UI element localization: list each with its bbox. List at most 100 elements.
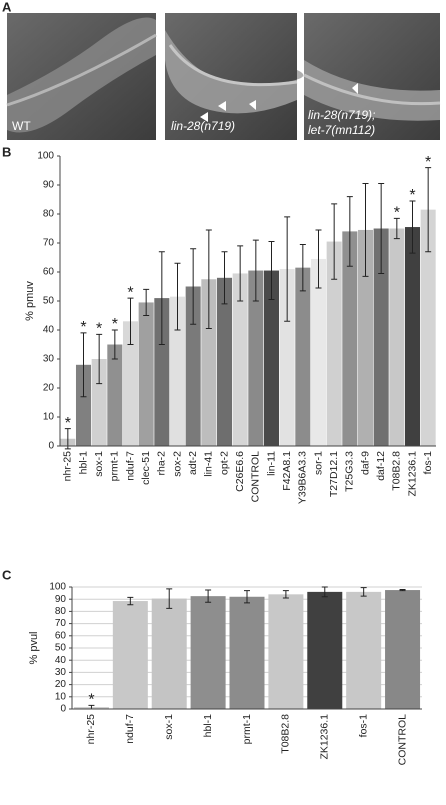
bar (346, 591, 382, 709)
y-axis-label: % pvul (28, 631, 40, 664)
x-tick-label: sox-1 (93, 451, 105, 477)
error-bar (166, 588, 173, 609)
error-bar (360, 587, 367, 597)
bar (107, 344, 123, 446)
bar (357, 229, 374, 446)
significance-marker: * (112, 316, 118, 333)
error-bar (244, 590, 250, 604)
y-tick-label: 70 (43, 238, 55, 249)
x-tick-label: T27D12.1 (328, 451, 340, 497)
micrograph: lin-28(n719) (165, 13, 304, 140)
bar (389, 228, 405, 446)
x-tick-label: nhr-25 (85, 714, 97, 745)
y-tick-label: 20 (43, 383, 55, 394)
significance-marker: * (394, 205, 400, 222)
bar (248, 270, 264, 446)
x-tick-label: nduf-7 (124, 714, 136, 744)
x-tick-label: prmt-1 (241, 714, 253, 744)
x-tick-label: lin-41 (203, 451, 215, 477)
x-tick-label: adt-2 (187, 451, 199, 475)
y-tick-label: 90 (43, 180, 55, 191)
y-tick-label: 50 (43, 296, 55, 307)
bar (112, 601, 148, 709)
x-tick-label: CONTROL (250, 451, 262, 502)
y-tick-label: 10 (43, 412, 55, 423)
bar (91, 359, 107, 446)
x-tick-label: ZK1236.1 (406, 451, 418, 497)
x-tick-label: daf-9 (359, 451, 371, 475)
error-bar (299, 243, 306, 292)
x-tick-label: fos-1 (422, 451, 434, 475)
x-tick-label: T08B2.8 (391, 451, 403, 491)
y-tick-label: 80 (43, 209, 55, 220)
y-tick-label: 60 (55, 630, 67, 641)
bar (326, 241, 342, 446)
x-tick-label: C26E6.6 (234, 451, 246, 492)
bar (201, 279, 217, 446)
x-tick-label: rha-2 (156, 451, 168, 476)
error-bar (252, 239, 259, 302)
bar (229, 596, 265, 709)
bar (373, 228, 389, 446)
y-tick-label: 0 (60, 704, 66, 715)
x-tick-label: Y39B6A3.3 (297, 451, 309, 504)
significance-marker: * (409, 187, 415, 204)
y-tick-label: 80 (55, 606, 67, 617)
x-tick-label: sor-1 (312, 451, 324, 475)
y-tick-label: 60 (43, 267, 55, 278)
bar (75, 364, 92, 446)
x-tick-label: lin-11 (265, 451, 277, 476)
bar (279, 269, 295, 446)
significance-marker: * (80, 319, 86, 336)
significance-marker: * (96, 321, 102, 338)
image-label: let-7(mn112) (308, 123, 375, 137)
bar (263, 270, 280, 446)
y-tick-label: 40 (55, 655, 67, 666)
significance-marker: * (425, 154, 431, 171)
bar (385, 590, 421, 709)
bar (169, 296, 186, 446)
bar (216, 277, 233, 446)
x-tick-label: nhr-25 (62, 451, 74, 482)
error-bar (111, 329, 118, 360)
error-bar (425, 167, 432, 253)
error-bar (409, 200, 416, 254)
error-bar (315, 229, 322, 289)
bar (154, 298, 170, 446)
x-tick-label: nduf-7 (124, 451, 136, 481)
error-bar (378, 183, 385, 274)
error-bar (205, 589, 212, 603)
x-tick-label: fos-1 (357, 714, 369, 738)
error-bar (284, 216, 291, 322)
bar (295, 267, 311, 446)
y-tick-label: 40 (43, 325, 55, 336)
y-tick-label: 50 (55, 643, 67, 654)
panel-label: C (2, 567, 12, 582)
error-bar (96, 333, 103, 385)
error-bar (127, 596, 134, 606)
micrograph: lin-28(n719); let-7(mn112) (303, 13, 441, 140)
error-bar (205, 229, 212, 330)
image-label: WT (12, 119, 31, 133)
error-bar (362, 183, 369, 277)
y-tick-label: 90 (55, 594, 67, 605)
x-tick-label: prmt-1 (109, 451, 121, 481)
bar (310, 258, 327, 446)
x-tick-label: sox-1 (163, 714, 175, 740)
x-tick-label: clec-51 (140, 451, 152, 485)
bar (138, 302, 154, 446)
error-bar (321, 586, 328, 598)
image-label: lin-28(n719) (171, 119, 235, 133)
y-axis-label: % pmuv (24, 281, 36, 321)
y-tick-label: 30 (55, 667, 67, 678)
bar (185, 286, 201, 446)
bar (190, 596, 226, 709)
error-bar (282, 590, 289, 599)
error-bar (221, 251, 228, 305)
error-bar (174, 262, 181, 331)
bar (420, 209, 436, 446)
panel-label: A (2, 0, 12, 14)
bar (307, 591, 343, 709)
micrograph: WT (6, 13, 157, 140)
